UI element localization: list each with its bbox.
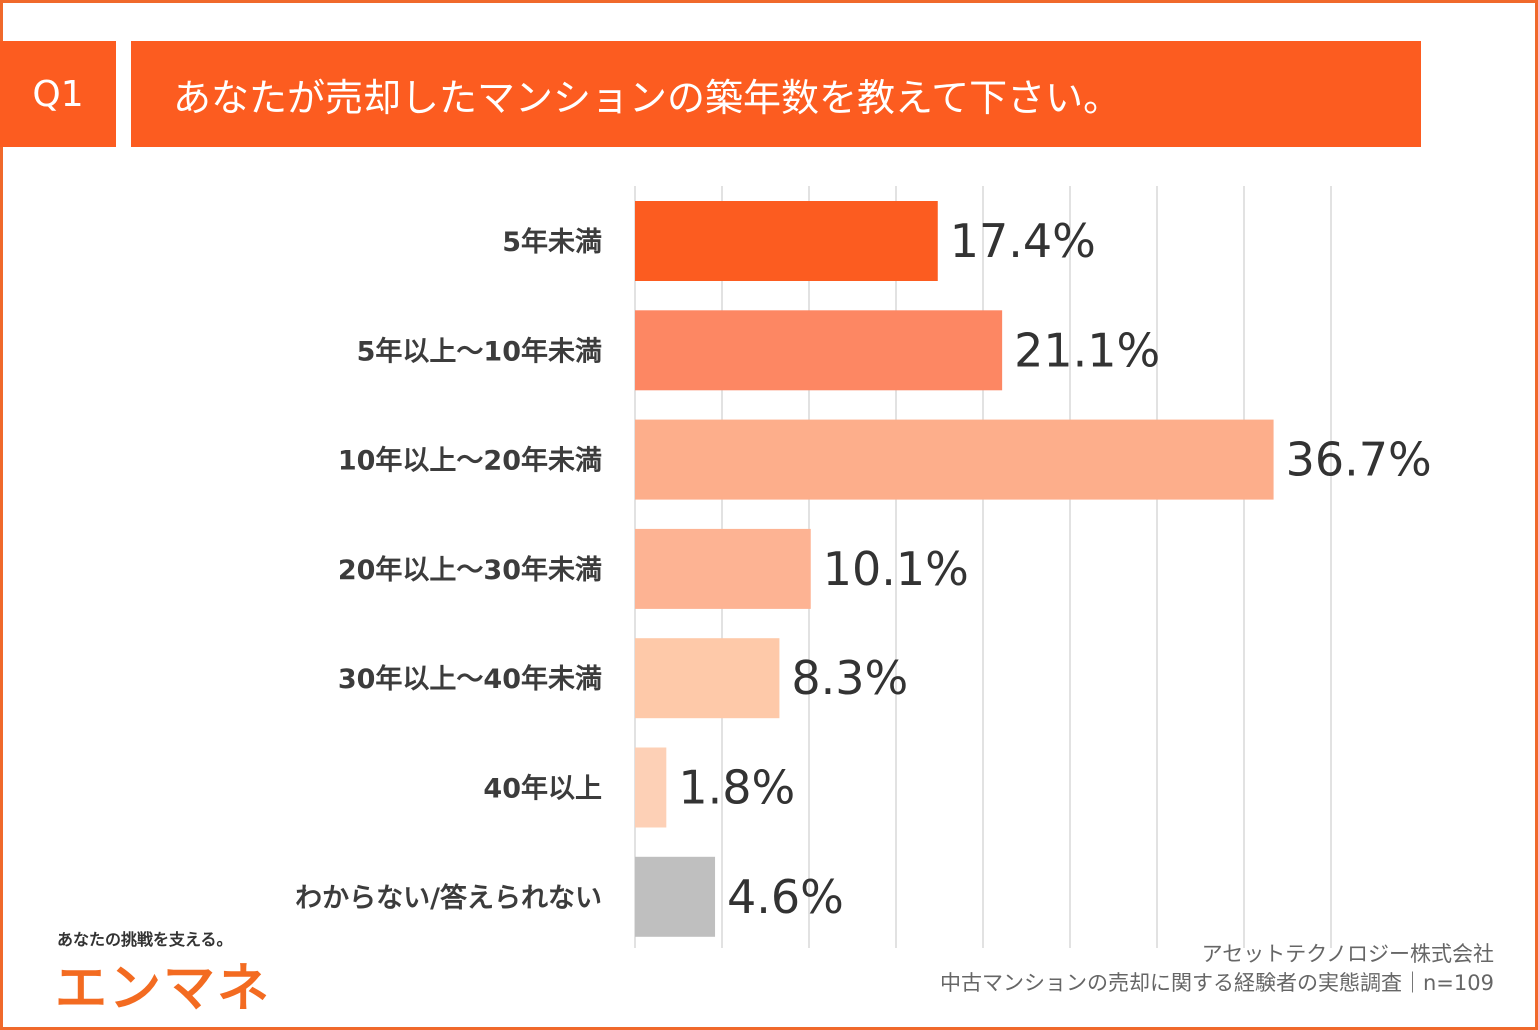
value-label: 36.7% [1286, 433, 1432, 487]
question-number-badge: Q1 [0, 41, 116, 147]
brand-tagline: あなたの挑戦を支える。 [57, 930, 233, 949]
category-label: 40年以上 [483, 773, 602, 805]
source-survey: 中古マンションの売却に関する経験者の実態調査｜n=109 [940, 971, 1494, 995]
source-note: アセットテクノロジー株式会社 中古マンションの売却に関する経験者の実態調査｜n=… [940, 940, 1494, 998]
category-labels: 5年未満 5年以上〜10年未満 10年以上〜20年未満 20年以上〜30年未満 30年以… [295, 226, 602, 914]
bar [635, 201, 938, 281]
category-label: 5年未満 [502, 226, 602, 258]
value-label: 17.4% [950, 214, 1096, 268]
bars [635, 201, 1274, 937]
brand-logo: エンマネ [55, 959, 272, 1019]
bar [635, 310, 1003, 391]
category-label: 30年以上〜40年未満 [338, 663, 602, 695]
category-label: 5年以上〜10年未満 [357, 335, 602, 367]
bar [635, 528, 811, 609]
source-company: アセットテクノロジー株式会社 [1201, 942, 1494, 966]
value-labels: 17.4% 21.1% 36.7% 10.1% 8.3% 1.8% 4.6% [678, 214, 1431, 924]
bar [635, 856, 716, 937]
bar [635, 419, 1274, 500]
category-label: わからない/答えられない [295, 882, 602, 914]
value-label: 1.8% [678, 761, 795, 815]
value-label: 10.1% [823, 542, 969, 596]
bar [635, 638, 780, 719]
category-label: 20年以上〜30年未満 [338, 554, 602, 586]
value-label: 8.3% [791, 651, 908, 705]
category-label: 10年以上〜20年未満 [338, 445, 602, 477]
bar [635, 747, 667, 828]
value-label: 4.6% [727, 870, 844, 924]
question-title: あなたが売却したマンションの築年数を教えて下さい。 [131, 41, 1421, 147]
value-label: 21.1% [1014, 323, 1160, 377]
